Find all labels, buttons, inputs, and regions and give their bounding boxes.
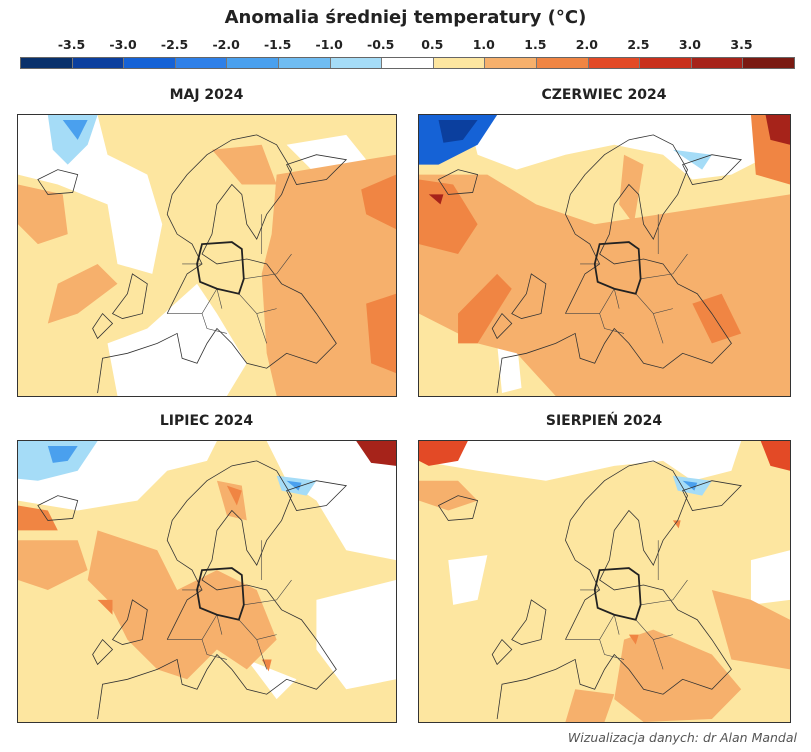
colorbar-segment	[124, 58, 176, 68]
panel-title-june: CZERWIEC 2024	[541, 87, 667, 103]
colorbar-segment	[640, 58, 692, 68]
anomaly-region	[682, 480, 698, 491]
colorbar-tick-label: -0.5	[367, 37, 395, 52]
colorbar-segment	[382, 58, 434, 68]
country-borders	[167, 214, 292, 344]
map-may	[17, 114, 397, 397]
panel-title-august: SIERPIEŃ 2024	[545, 413, 663, 429]
poland-border	[593, 241, 642, 295]
anomaly-region	[18, 115, 367, 396]
colorbar-segment	[691, 58, 744, 68]
colorbar-segment	[227, 58, 279, 68]
anomaly-region	[672, 149, 712, 170]
colorbar-segment	[21, 58, 73, 68]
legend-title: Anomalia średniej temperatury (°C)	[224, 7, 587, 28]
credit: Wizualizacja danych: dr Alan Mandal	[567, 730, 797, 745]
colorbar-tick-label: 1.0	[472, 37, 495, 52]
anomaly-region	[467, 115, 781, 394]
country-borders	[565, 214, 688, 344]
colorbar-tick-label: -3.0	[109, 37, 137, 52]
colorbar-tick-label: 1.5	[524, 37, 547, 52]
anomaly-region	[419, 480, 790, 722]
colorbar	[20, 57, 795, 69]
poland-border	[196, 567, 245, 621]
colorbar-tick-label: -1.0	[315, 37, 343, 52]
anomaly-region	[438, 119, 478, 143]
panel-title-july: LIPIEC 2024	[159, 413, 254, 429]
colorbar-tick-label: 2.5	[627, 37, 650, 52]
colorbar-labels: -3.5 -3.0 -2.5 -2.0 -1.5 -1.0 -0.5 0.5 1.0 1.5 2.0…	[20, 37, 793, 53]
anomaly-region	[18, 480, 277, 680]
country-borders	[167, 540, 292, 670]
colorbar-segment	[485, 58, 537, 68]
poland-border	[593, 567, 642, 621]
colorbar-segment	[536, 58, 589, 68]
colorbar-segment	[175, 58, 228, 68]
colorbar-tick-label: -1.5	[263, 37, 292, 52]
colorbar-segment	[433, 58, 486, 68]
colorbar-tick-label: 2.0	[575, 37, 598, 52]
anomaly-region	[419, 441, 790, 471]
anomaly-region	[356, 441, 396, 466]
anomaly-region	[47, 115, 98, 165]
colorbar-segment	[588, 58, 641, 68]
poland-border	[196, 241, 245, 295]
anomaly-region	[419, 441, 790, 700]
colorbar-tick-label: 3.0	[678, 37, 701, 52]
country-borders	[565, 540, 688, 670]
colorbar-tick-label: -3.5	[57, 37, 86, 52]
map-august	[418, 440, 791, 723]
colorbar-segment	[743, 58, 794, 68]
anomaly-region	[419, 115, 790, 344]
colorbar-segment	[72, 58, 125, 68]
anomaly-region	[18, 441, 317, 496]
anomaly-region	[18, 144, 396, 396]
colorbar-segment	[278, 58, 331, 68]
map-july	[17, 440, 397, 723]
map-june	[418, 114, 791, 397]
colorbar-segment	[330, 58, 383, 68]
colorbar-tick-label: -2.5	[160, 37, 189, 52]
anomaly-region	[62, 119, 88, 140]
colorbar-tick-label: -2.0	[212, 37, 240, 52]
colorbar-tick-label: 3.5	[730, 37, 753, 52]
anomaly-region	[47, 445, 302, 491]
panel-title-may: MAJ 2024	[169, 87, 244, 103]
anomaly-region	[361, 174, 396, 374]
anomaly-region	[419, 154, 790, 396]
colorbar-tick-label: 0.5	[421, 37, 444, 52]
